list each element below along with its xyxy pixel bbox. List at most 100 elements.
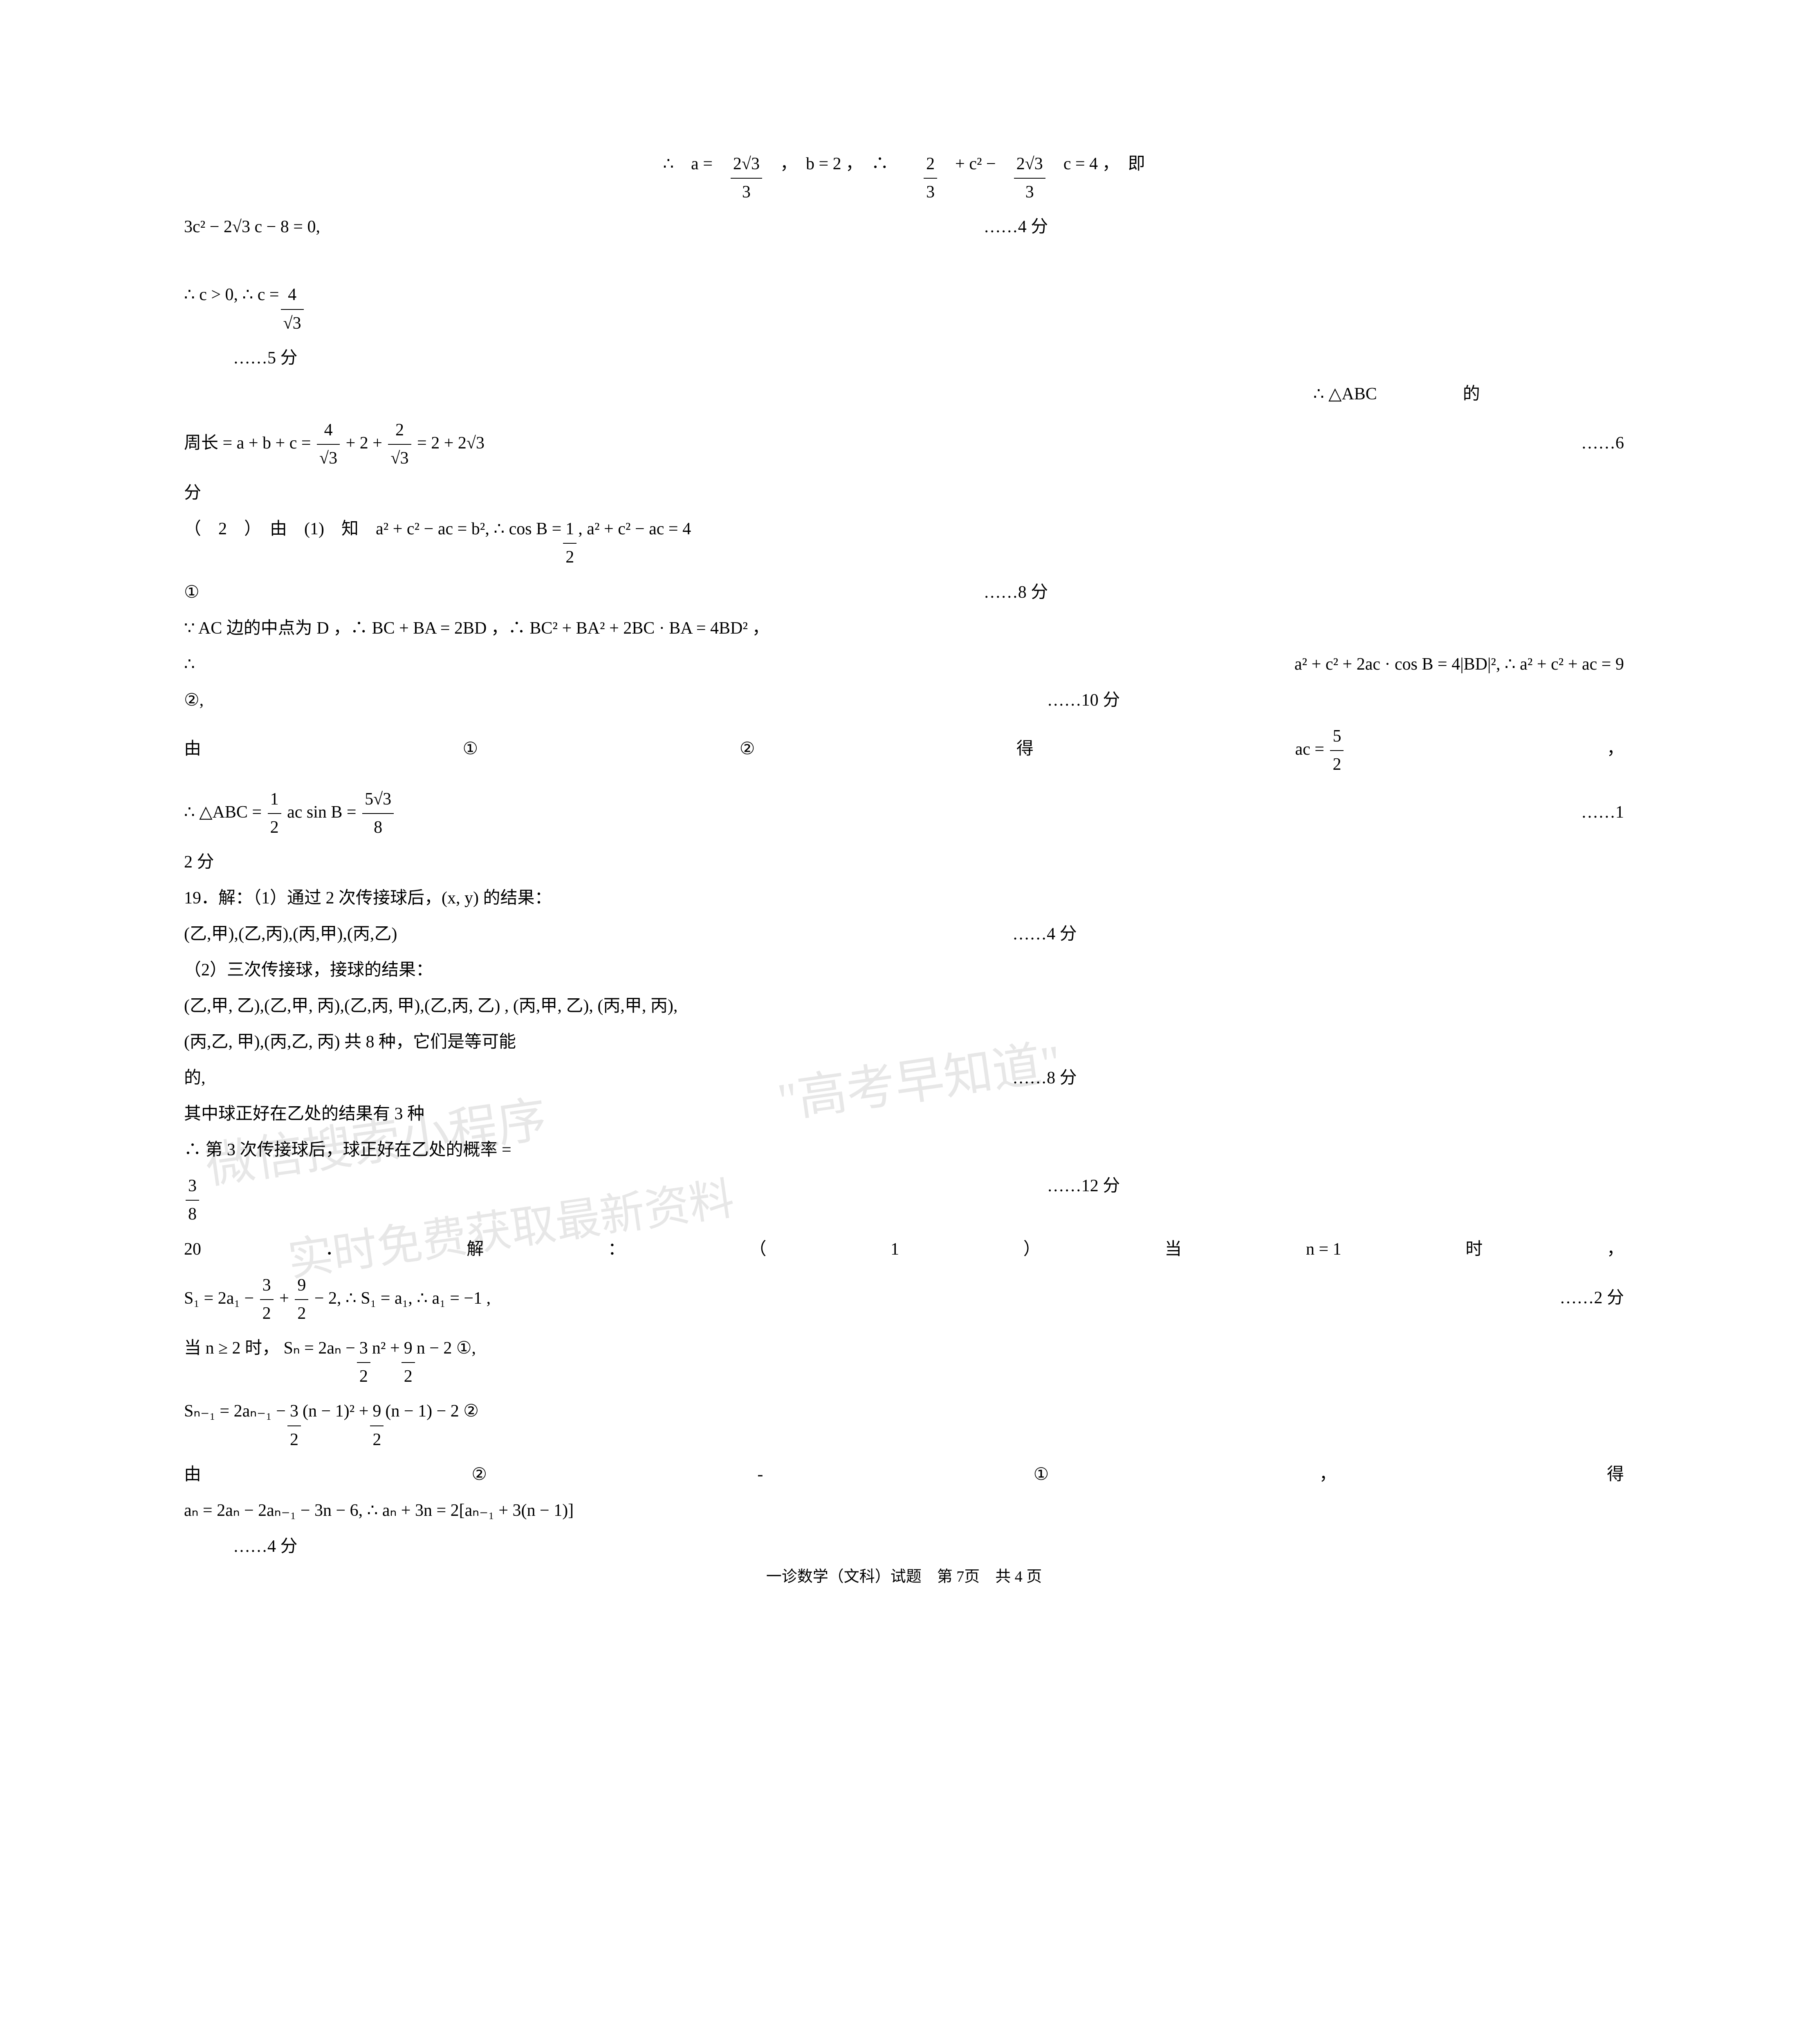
text: ② xyxy=(471,1461,487,1488)
numerator: 9 xyxy=(295,1272,308,1300)
math-line: 周长 = a + b + c = 4 √3 + 2 + 2 √3 = 2 + 2… xyxy=(184,417,1624,472)
denominator: 3 xyxy=(731,179,762,206)
text: ∴ xyxy=(184,651,195,678)
text: 时 xyxy=(1465,1236,1483,1263)
text: = 2 + 2√3 xyxy=(417,434,485,453)
text: ∴ △ABC = xyxy=(184,803,266,822)
text: ① xyxy=(463,735,478,763)
text: ， xyxy=(1607,1236,1624,1263)
denominator: √3 xyxy=(317,445,340,472)
text: S₁ = 2a₁ − xyxy=(184,1289,258,1307)
math-line: aₙ = 2aₙ − 2aₙ₋₁ − 3n − 6, ∴ aₙ + 3n = 2… xyxy=(184,1497,1624,1526)
text: 当 n ≥ 2 时， Sₙ = 2aₙ − xyxy=(184,1335,355,1362)
text: 由 xyxy=(184,735,201,763)
text-line: (丙,乙, 甲),(丙,乙, 丙) 共 8 种，它们是等可能 xyxy=(184,1029,1624,1057)
text: （ xyxy=(749,1236,766,1263)
score-label: ……12 分 xyxy=(1047,1172,1120,1200)
math-line: 3c² − 2√3 c − 8 = 0, ……4 分 xyxy=(184,213,1624,242)
math-line: ① ……8 分 xyxy=(184,579,1624,607)
text: c = 4 ， 即 xyxy=(1063,150,1145,178)
fraction: 3 2 xyxy=(260,1272,274,1327)
text: n² + xyxy=(372,1335,400,1362)
score-label: ……8 分 xyxy=(984,579,1048,606)
text: 19．解：（1）通过 2 次传接球后，(x, y) 的结果： xyxy=(184,885,552,912)
numerator: 3 xyxy=(186,1172,199,1201)
text: 其中球正好在乙处的结果有 3 种 xyxy=(184,1100,424,1128)
score-line: ……5 分 xyxy=(184,345,1624,373)
denominator: 2 xyxy=(295,1300,308,1327)
denominator: 2 xyxy=(260,1300,274,1327)
numerator: 2 xyxy=(924,150,937,179)
numerator: 3 xyxy=(357,1335,370,1363)
fraction: 5 2 xyxy=(1330,723,1344,778)
text-line: (乙,甲, 乙),(乙,甲, 丙),(乙,丙, 甲),(乙,丙, 乙) , (丙… xyxy=(184,993,1624,1021)
text-group: S₁ = 2a₁ − 3 2 + 9 2 − 2, ∴ S₁ = a₁, ∴ a… xyxy=(184,1272,491,1327)
text-group: ac = 5 2 xyxy=(1295,723,1345,778)
text: n = 1 xyxy=(1306,1236,1341,1263)
text: ac sin B = xyxy=(287,803,361,822)
denominator: 2 xyxy=(287,1426,301,1454)
numerator: 9 xyxy=(402,1335,415,1363)
denominator: 2 xyxy=(268,814,281,841)
score-label: ……2 分 xyxy=(1559,1284,1624,1312)
numerator: 4 xyxy=(317,417,340,445)
text: 得 xyxy=(1016,735,1034,763)
math-line: 由 ② - ① ， 得 xyxy=(184,1461,1624,1490)
math-line: ∴ △ABC 的 xyxy=(184,381,1624,409)
fraction: 2 3 xyxy=(924,150,937,206)
denominator: 2 xyxy=(563,544,576,571)
text: (乙,甲),(乙,丙),(丙,甲),(丙,乙) xyxy=(184,921,397,948)
fraction: 1 2 xyxy=(563,515,576,571)
denominator: 8 xyxy=(186,1201,199,1228)
text-line: 2 分 xyxy=(184,849,1624,877)
text: ， b = 2 ， ∴ xyxy=(780,150,906,178)
text: (乙,甲, 乙),(乙,甲, 丙),(乙,丙, 甲),(乙,丙, 乙) , (丙… xyxy=(184,993,677,1020)
denominator: 2 xyxy=(357,1363,370,1390)
text: 3c² − 2√3 c − 8 = 0, xyxy=(184,213,320,241)
text-line: 分 xyxy=(184,480,1624,508)
math-line: ∴ △ABC = 1 2 ac sin B = 5√3 8 ……1 xyxy=(184,786,1624,841)
problem-line: 19．解：（1）通过 2 次传接球后，(x, y) 的结果： xyxy=(184,885,1624,913)
text: + 2 + xyxy=(346,434,387,453)
text: a² + c² + 2ac · cos B = 4|BD|², ∴ a² + c… xyxy=(1294,651,1624,678)
denominator: 3 xyxy=(1014,179,1045,206)
score-label: ……1 xyxy=(1581,799,1624,826)
numerator: 2 xyxy=(388,417,411,445)
math-line: S₁ = 2a₁ − 3 2 + 9 2 − 2, ∴ S₁ = a₁, ∴ a… xyxy=(184,1272,1624,1327)
text: ac = xyxy=(1295,740,1328,758)
math-line: (乙,甲),(乙,丙),(丙,甲),(丙,乙) ……4 分 xyxy=(184,921,1624,949)
denominator: 2 xyxy=(402,1363,415,1390)
text: - xyxy=(757,1461,763,1488)
page-content: ∴ a = 2√3 3 ， b = 2 ， ∴ 2 3 + c² − 2√3 3… xyxy=(184,150,1624,1562)
numerator: 2√3 xyxy=(731,150,762,179)
math-line: ②, ……10 分 xyxy=(184,687,1624,715)
text: + c² − xyxy=(955,150,996,178)
math-line: 3 8 ……12 分 xyxy=(184,1172,1624,1228)
numerator: 1 xyxy=(563,515,576,544)
text: 周长 = a + b + c = xyxy=(184,434,315,453)
numerator: 5√3 xyxy=(362,786,394,814)
text: ∵ AC 边的中点为 D ，∴ BC + BA = 2BD ，∴ BC² + B… xyxy=(184,615,769,642)
math-line: 当 n ≥ 2 时， Sₙ = 2aₙ − 3 2 n² + 9 2 n − 2… xyxy=(184,1335,1624,1390)
math-line: ∴ a² + c² + 2ac · cos B = 4|BD|², ∴ a² +… xyxy=(184,651,1624,679)
text: 分 xyxy=(184,480,201,507)
text: , a² + c² − ac = 4 xyxy=(578,515,691,543)
text: ， xyxy=(1319,1461,1337,1488)
fraction: 4 √3 xyxy=(281,281,304,337)
fraction: 3 8 xyxy=(186,1172,199,1228)
score-label: ……8 分 xyxy=(1012,1065,1077,1092)
fraction: 9 2 xyxy=(402,1335,415,1390)
text-group: ∴ △ABC = 1 2 ac sin B = 5√3 8 xyxy=(184,786,395,841)
text: Sₙ₋₁ = 2aₙ₋₁ − xyxy=(184,1398,286,1425)
text: (n − 1) − 2 ② xyxy=(385,1398,479,1425)
score-label: ……4 分 xyxy=(233,1533,298,1560)
denominator: 2 xyxy=(1330,751,1344,778)
marker: ②, xyxy=(184,687,204,714)
score-line: ……4 分 xyxy=(184,1533,1624,1562)
text: (n − 1)² + xyxy=(303,1398,368,1425)
text: (丙,乙, 甲),(丙,乙, 丙) 共 8 种，它们是等可能 xyxy=(184,1029,516,1056)
text: 的, xyxy=(184,1065,206,1092)
text: ∴ a = xyxy=(663,150,713,178)
fraction: 2 √3 xyxy=(388,417,411,472)
denominator: √3 xyxy=(388,445,411,472)
